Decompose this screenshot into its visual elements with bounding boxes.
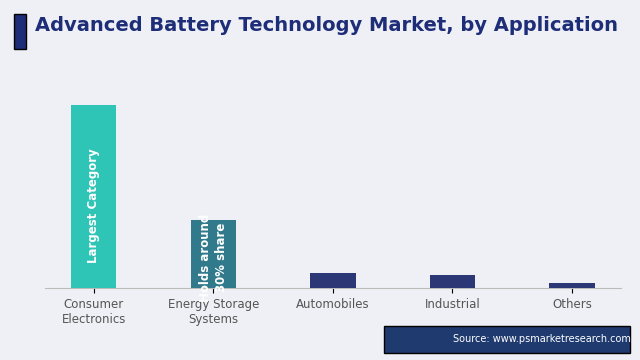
Text: Holds around
30% share: Holds around 30% share [199, 213, 228, 302]
Bar [71, 105, 116, 288]
Text: Largest Category: Largest Category [87, 148, 100, 263]
Bar [310, 273, 355, 288]
Bar [549, 283, 595, 288]
Bar [429, 275, 475, 288]
Text: Advanced Battery Technology Market, by Application: Advanced Battery Technology Market, by A… [35, 16, 618, 35]
Text: Source: www.psmarketresearch.com: Source: www.psmarketresearch.com [452, 334, 630, 345]
Bar [191, 220, 236, 288]
